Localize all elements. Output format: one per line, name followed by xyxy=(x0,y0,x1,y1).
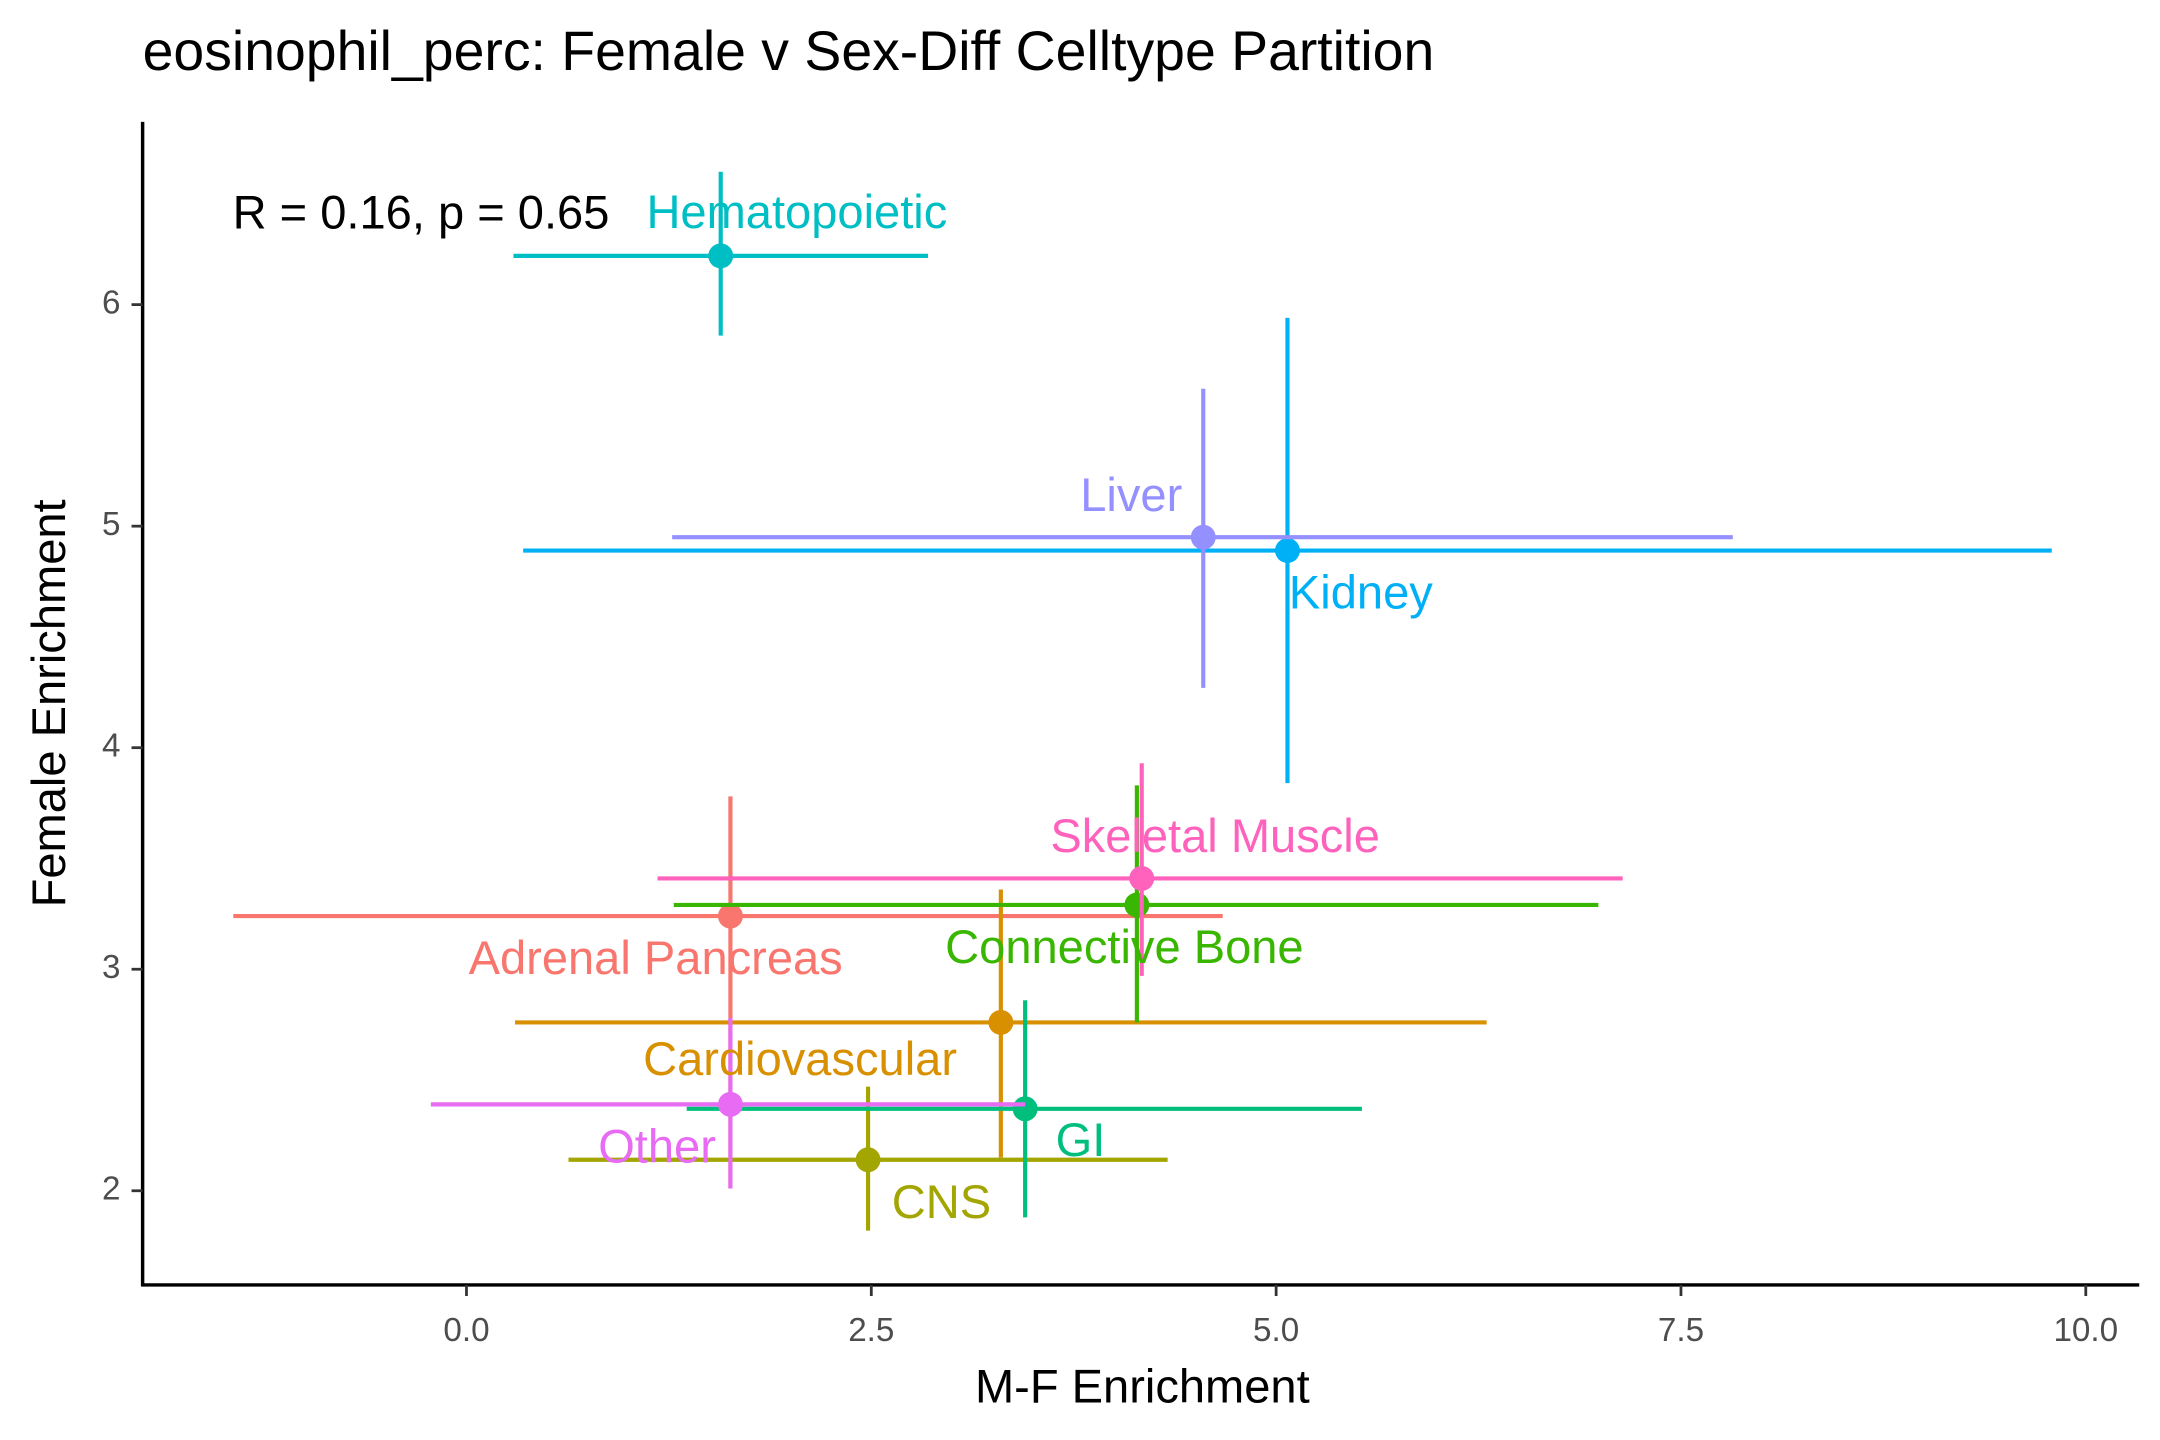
point-label: CNS xyxy=(892,1175,991,1228)
point-label: Skeletal Muscle xyxy=(1050,809,1380,862)
x-axis-title: M-F Enrichment xyxy=(975,1360,1310,1413)
x-tick-label: 5.0 xyxy=(1253,1312,1299,1349)
y-tick-label: 4 xyxy=(102,727,120,764)
point-label: Other xyxy=(598,1119,716,1172)
y-tick-label: 6 xyxy=(102,284,120,321)
point xyxy=(1012,1096,1038,1122)
x-tick-label: 7.5 xyxy=(1658,1312,1704,1349)
point xyxy=(1275,538,1300,563)
x-tick-label: 2.5 xyxy=(848,1312,894,1349)
point xyxy=(988,1009,1014,1035)
annotation: R = 0.16, p = 0.65 xyxy=(233,185,610,238)
x-tick-label: 10.0 xyxy=(2053,1312,2118,1349)
point-label: Adrenal Pancreas xyxy=(469,931,843,984)
point xyxy=(1124,892,1150,918)
y-axis-title: Female Enrichment xyxy=(22,499,75,907)
point-label: Liver xyxy=(1080,468,1182,521)
point-label: GI xyxy=(1056,1113,1106,1166)
y-tick-label: 3 xyxy=(102,949,120,986)
point xyxy=(855,1147,881,1173)
point xyxy=(708,243,734,269)
y-tick-label: 5 xyxy=(102,506,120,543)
point xyxy=(717,1091,743,1117)
point-label: Kidney xyxy=(1289,566,1433,619)
point xyxy=(1129,865,1155,891)
y-tick-label: 2 xyxy=(102,1171,120,1208)
chart-title: eosinophil_perc: Female v Sex-Diff Cellt… xyxy=(143,20,1435,82)
point xyxy=(1190,524,1216,550)
point-label: Connective Bone xyxy=(945,920,1303,973)
x-tick-label: 0.0 xyxy=(443,1312,489,1349)
point xyxy=(717,903,743,929)
point-label: Cardiovascular xyxy=(643,1032,957,1085)
point-label: Hematopoietic xyxy=(646,185,947,238)
